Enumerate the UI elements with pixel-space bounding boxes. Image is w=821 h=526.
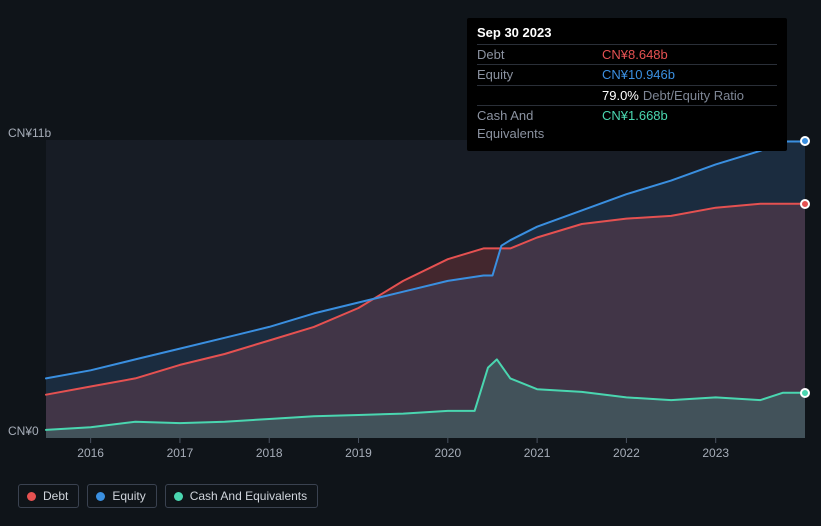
tooltip-row-label: Equity bbox=[477, 66, 602, 84]
x-axis-label: 2021 bbox=[524, 446, 551, 460]
legend-label: Cash And Equivalents bbox=[190, 489, 307, 503]
legend-item-equity[interactable]: Equity bbox=[87, 484, 156, 508]
tooltip-row-value: CN¥1.668b bbox=[602, 107, 668, 142]
tooltip-row-extra: Debt/Equity Ratio bbox=[643, 87, 744, 105]
x-axis-label: 2019 bbox=[345, 446, 372, 460]
x-axis-label: 2023 bbox=[702, 446, 729, 460]
x-axis-label: 2018 bbox=[256, 446, 283, 460]
tooltip-row-label: Cash And Equivalents bbox=[477, 107, 602, 142]
x-axis-label: 2017 bbox=[167, 446, 194, 460]
y-axis-label: CN¥0 bbox=[8, 424, 39, 438]
legend-label: Debt bbox=[43, 489, 68, 503]
tooltip-row-label: Debt bbox=[477, 46, 602, 64]
x-axis-label: 2020 bbox=[434, 446, 461, 460]
cash-end-marker bbox=[800, 388, 810, 398]
equity-end-marker bbox=[800, 136, 810, 146]
x-axis-label: 2022 bbox=[613, 446, 640, 460]
chart-tooltip: Sep 30 2023 DebtCN¥8.648bEquityCN¥10.946… bbox=[467, 18, 787, 151]
y-axis-label: CN¥11b bbox=[8, 126, 51, 140]
legend-dot-icon bbox=[174, 492, 183, 501]
legend-item-debt[interactable]: Debt bbox=[18, 484, 79, 508]
tooltip-row-value: CN¥10.946b bbox=[602, 66, 675, 84]
chart-legend: Debt Equity Cash And Equivalents bbox=[18, 484, 318, 508]
debt-end-marker bbox=[800, 199, 810, 209]
x-axis-label: 2016 bbox=[77, 446, 104, 460]
tooltip-row-value: 79.0% bbox=[602, 87, 639, 105]
tooltip-row: EquityCN¥10.946b bbox=[477, 64, 777, 85]
tooltip-rows: DebtCN¥8.648bEquityCN¥10.946b79.0%Debt/E… bbox=[477, 44, 777, 144]
legend-dot-icon bbox=[27, 492, 36, 501]
legend-label: Equity bbox=[112, 489, 145, 503]
debt-equity-chart: Sep 30 2023 DebtCN¥8.648bEquityCN¥10.946… bbox=[0, 0, 821, 526]
tooltip-date: Sep 30 2023 bbox=[477, 24, 777, 44]
legend-item-cash[interactable]: Cash And Equivalents bbox=[165, 484, 318, 508]
tooltip-row: Cash And EquivalentsCN¥1.668b bbox=[477, 105, 777, 143]
tooltip-row: 79.0%Debt/Equity Ratio bbox=[477, 85, 777, 106]
tooltip-row-value: CN¥8.648b bbox=[602, 46, 668, 64]
tooltip-row-label bbox=[477, 87, 602, 105]
tooltip-row: DebtCN¥8.648b bbox=[477, 44, 777, 65]
legend-dot-icon bbox=[96, 492, 105, 501]
